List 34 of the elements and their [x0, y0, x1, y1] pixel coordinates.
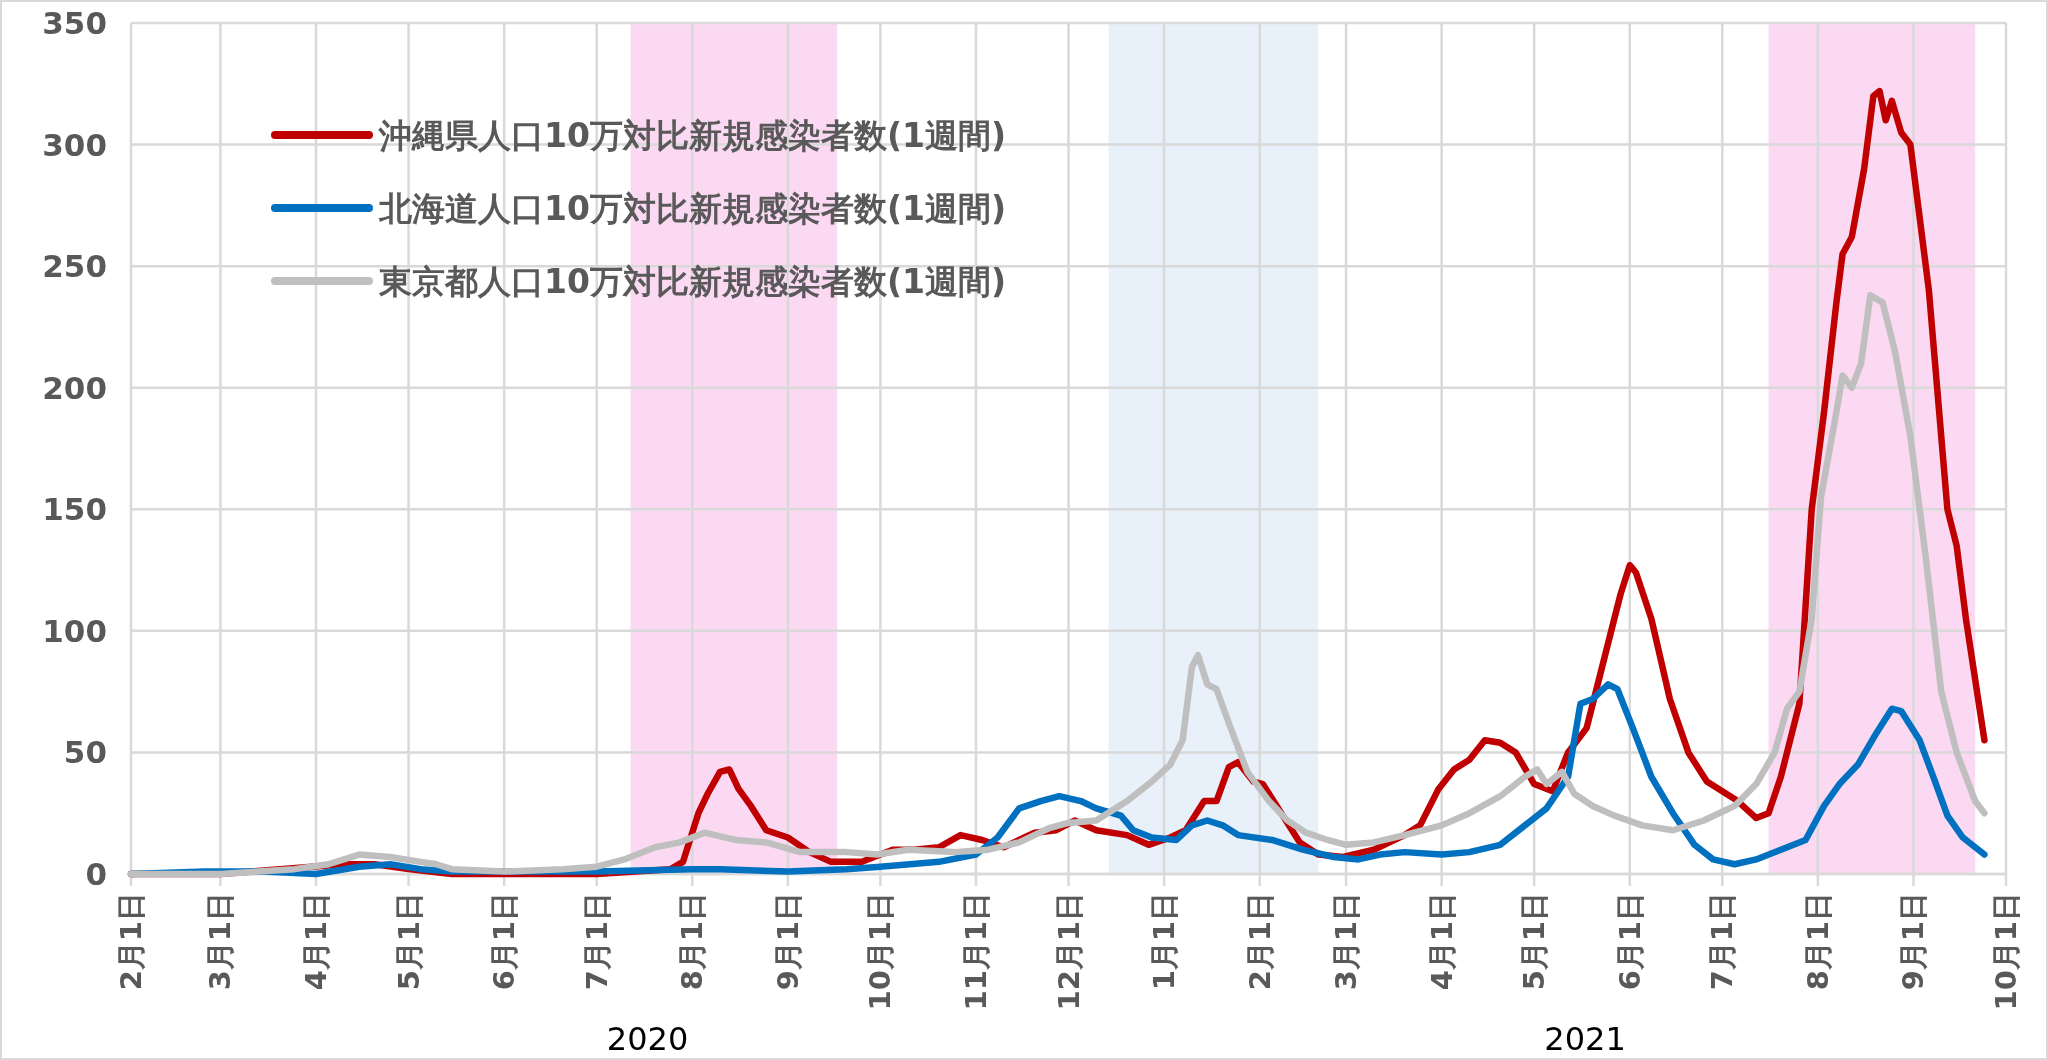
y-tick-label: 350 [42, 5, 107, 41]
x-tick-label: 4月1日 [1424, 892, 1459, 991]
y-tick-label: 300 [42, 126, 107, 163]
x-tick-label: 12月1日 [1051, 892, 1086, 1011]
legend-label: 北海道人口10万対比新規感染者数(1週間) [378, 189, 1007, 228]
y-tick-label: 250 [42, 248, 107, 285]
y-tick-label: 200 [42, 369, 107, 406]
x-tick-label: 6月1日 [487, 892, 522, 991]
x-tick-label: 6月1日 [1612, 892, 1647, 991]
x-tick-label: 3月1日 [203, 892, 238, 991]
y-tick-label: 150 [42, 491, 107, 528]
x-tick-label: 10月1日 [863, 892, 898, 1011]
x-tick-label: 9月1日 [1896, 892, 1931, 991]
x-tick-label: 5月1日 [391, 892, 426, 991]
x-tick-label: 8月1日 [675, 892, 710, 991]
x-tick-label: 7月1日 [579, 892, 614, 991]
text: 2021 [1544, 1020, 1626, 1058]
x-tick-label: 8月1日 [1800, 892, 1835, 991]
x-tick-label: 2月1日 [1242, 892, 1277, 991]
x-tick-label: 9月1日 [770, 892, 805, 991]
x-tick-label: 11月1日 [958, 892, 993, 1011]
x-tick-label: 3月1日 [1329, 892, 1364, 991]
legend-label: 沖縄県人口10万対比新規感染者数(1週間) [378, 116, 1007, 155]
y-tick-label: 100 [42, 612, 107, 649]
x-tick-label: 5月1日 [1517, 892, 1552, 991]
x-tick-label: 2月1日 [114, 892, 148, 991]
y-tick-label: 0 [85, 856, 107, 892]
x-tick-label: 4月1日 [299, 892, 334, 991]
x-tick-label: 1月1日 [1147, 892, 1182, 991]
x-tick-label: 7月1日 [1705, 892, 1740, 991]
y-tick-label: 50 [63, 734, 107, 771]
x-tick-label: 10月1日 [1989, 892, 2023, 1011]
text: 2020 [606, 1020, 689, 1058]
legend-label: 東京都人口10万対比新規感染者数(1週間) [378, 262, 1007, 301]
